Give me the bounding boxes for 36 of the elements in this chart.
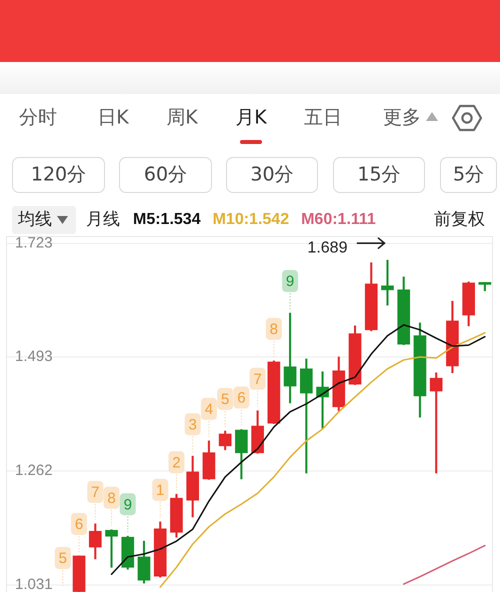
text: 60分 [144,164,188,186]
text: 分时 [19,106,57,128]
annotation: 4 [204,401,214,418]
text: M10:1.542 [212,211,290,228]
text: 更多 [383,106,421,128]
text: M60:1.111 [301,211,376,228]
y-tick-label: 1.493 [15,348,53,366]
text: 五日 [304,106,342,128]
text: 日K [97,106,129,128]
y-tick-label: 1.262 [15,462,53,480]
annotation: 7 [91,484,100,501]
y-tick-label: 1.723 [15,234,53,252]
text: 月K [235,106,267,128]
annotation: 6 [74,516,84,534]
text: 前复权 [434,210,485,230]
text: 30分 [250,164,294,186]
annotation: 9 [286,273,294,290]
annotation: 1 [156,482,164,500]
annotation: 5 [58,550,67,568]
y-tick-label: 1.031 [15,576,53,592]
text: 15分 [357,164,401,186]
text: 周K [166,106,198,128]
annotation: 1.689 [307,240,348,257]
annotation: 8 [270,321,278,338]
text: 月线 [86,210,120,230]
annotation: 5 [220,391,230,408]
annotation: 6 [237,390,246,407]
annotation: 8 [107,490,116,507]
annotation: 2 [172,454,181,472]
text: 5分 [452,164,484,186]
text: M5:1.534 [133,211,201,228]
text: 均线 [18,210,52,230]
annotation: 7 [253,370,262,388]
text: 120分 [30,164,86,186]
annotation: 9 [124,496,132,514]
annotation: 3 [188,416,197,434]
